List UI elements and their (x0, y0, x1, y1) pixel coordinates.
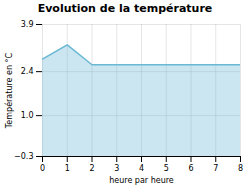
svg-text:3: 3 (114, 164, 119, 173)
svg-text:7: 7 (213, 164, 218, 173)
svg-text:1.0: 1.0 (21, 111, 34, 120)
svg-text:3.9: 3.9 (21, 20, 34, 29)
svg-text:1: 1 (65, 164, 70, 173)
svg-text:4: 4 (139, 164, 144, 173)
svg-text:2: 2 (89, 164, 94, 173)
svg-text:0: 0 (40, 164, 45, 173)
svg-text:8: 8 (238, 164, 243, 173)
svg-text:Température en °C: Température en °C (4, 52, 14, 129)
html-text:Evolution de la température: Evolution de la température (37, 2, 213, 15)
svg-text:5: 5 (164, 164, 169, 173)
svg-text:2.4: 2.4 (21, 67, 34, 76)
svg-text:6: 6 (188, 164, 193, 173)
svg-text:−0.3: −0.3 (14, 152, 33, 161)
svg-text:heure par heure: heure par heure (109, 176, 174, 185)
